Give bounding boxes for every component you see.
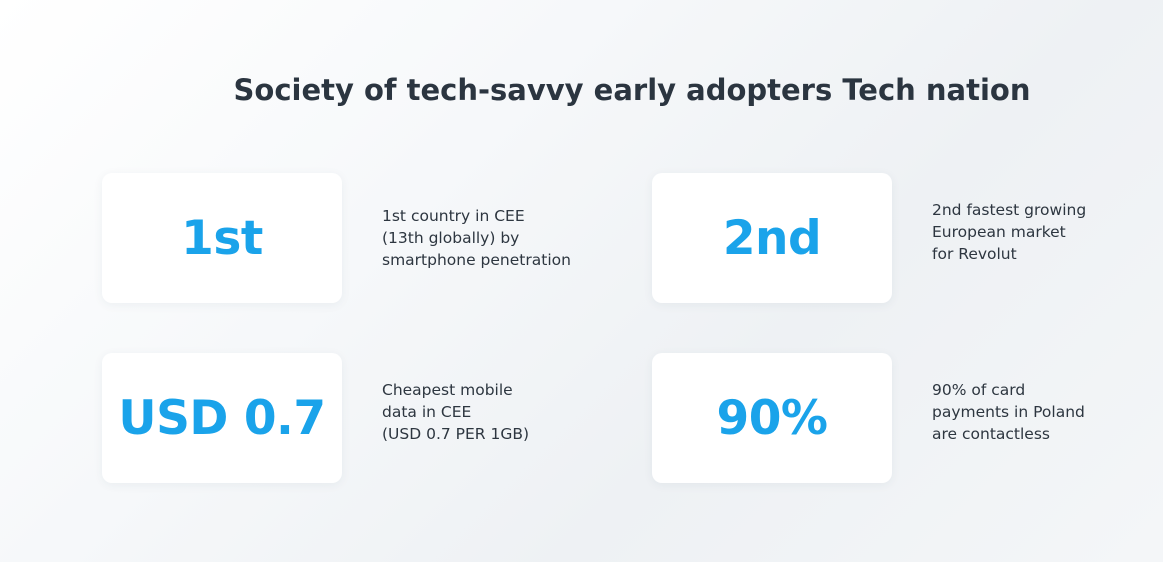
stat-value: 2nd — [722, 210, 822, 266]
stat-description-line: (13th globally) by — [382, 229, 520, 247]
stat-description-line: 1st country in CEE — [382, 207, 525, 225]
stat-description: 90% of card payments in Poland are conta… — [932, 379, 1162, 445]
stat-description-line: European market — [932, 223, 1066, 241]
stat-value: 1st — [181, 210, 263, 266]
stat-card-contactless: 90% — [652, 353, 892, 483]
stat-description-line: payments in Poland — [932, 403, 1085, 421]
stat-description: Cheapest mobile data in CEE (USD 0.7 PER… — [382, 379, 612, 445]
stat-card-smartphone: 1st — [102, 173, 342, 303]
stat-value: 90% — [716, 390, 829, 446]
stat-description-line: are contactless — [932, 425, 1050, 443]
stat-description-line: for Revolut — [932, 245, 1017, 263]
stat-card-mobile-data: USD 0.7 — [102, 353, 342, 483]
stat-description-line: smartphone penetration — [382, 251, 571, 269]
stat-description-line: data in CEE — [382, 403, 472, 421]
stat-value: USD 0.7 — [118, 390, 326, 446]
stat-description-line: 2nd fastest growing — [932, 201, 1087, 219]
page-title: Society of tech-savvy early adopters Tec… — [233, 73, 1031, 107]
stat-description: 2nd fastest growing European market for … — [932, 199, 1162, 265]
stat-description: 1st country in CEE (13th globally) by sm… — [382, 205, 612, 271]
stat-description-line: (USD 0.7 PER 1GB) — [382, 425, 530, 443]
stat-description-line: Cheapest mobile — [382, 381, 513, 399]
stat-description-line: 90% of card — [932, 381, 1026, 399]
stat-card-revolut: 2nd — [652, 173, 892, 303]
